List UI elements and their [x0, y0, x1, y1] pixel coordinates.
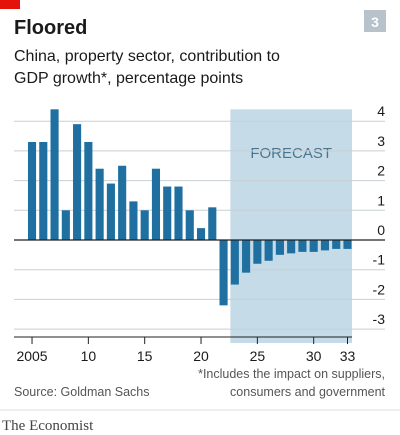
publisher: The Economist [2, 418, 94, 434]
bar [185, 210, 194, 240]
y-tick-label: -1 [373, 252, 386, 268]
bar [95, 168, 104, 240]
forecast-area [230, 109, 352, 344]
bar [264, 240, 273, 261]
bar [84, 141, 93, 240]
red-tag [0, 0, 20, 9]
bar [208, 207, 217, 240]
x-tick-label: 30 [306, 348, 322, 364]
chart-number-box [364, 10, 386, 32]
x-tick-label: 25 [250, 348, 266, 364]
bar [163, 186, 172, 240]
y-tick-label: 2 [377, 163, 385, 179]
footnote-line: consumers and government [230, 385, 385, 399]
chart-number: 3 [371, 14, 379, 30]
chart-title: Floored [14, 17, 87, 39]
x-tick-label: 10 [81, 348, 97, 364]
bar [298, 240, 307, 252]
x-tick-label: 15 [137, 348, 153, 364]
source: Source: Goldman Sachs [14, 385, 150, 399]
bar [27, 141, 37, 240]
bar [196, 228, 206, 240]
bar [309, 240, 318, 252]
y-tick-label: -2 [373, 281, 386, 297]
bar [118, 165, 127, 240]
bar [287, 240, 296, 254]
bar [50, 109, 59, 240]
bar [219, 240, 228, 306]
y-tick-label: 0 [377, 222, 385, 238]
bar [140, 210, 149, 240]
bar [106, 183, 115, 240]
y-tick-label: 1 [377, 192, 385, 208]
bar [73, 124, 82, 240]
bar [230, 240, 239, 285]
bar [320, 240, 330, 251]
x-tick-label: 2005 [16, 348, 47, 364]
bar [275, 240, 284, 255]
bar [174, 186, 183, 240]
bar [129, 201, 138, 240]
bar [332, 240, 341, 249]
subtitle-line: GDP growth*, percentage points [14, 70, 243, 87]
bar [343, 240, 352, 249]
footnote-line: *Includes the impact on suppliers, [198, 367, 385, 381]
bar [151, 168, 161, 240]
forecast-label: FORECAST [250, 145, 332, 162]
y-tick-label: 3 [377, 133, 385, 149]
bar [61, 210, 70, 240]
x-tick-label: 20 [193, 348, 209, 364]
y-tick-label: 4 [377, 103, 385, 119]
x-tick-label: 33 [340, 348, 356, 364]
y-tick-label: -3 [373, 311, 386, 327]
bar [242, 240, 251, 273]
bar [39, 141, 48, 240]
subtitle-line: China, property sector, contribution to [14, 48, 280, 65]
bar [253, 240, 262, 264]
